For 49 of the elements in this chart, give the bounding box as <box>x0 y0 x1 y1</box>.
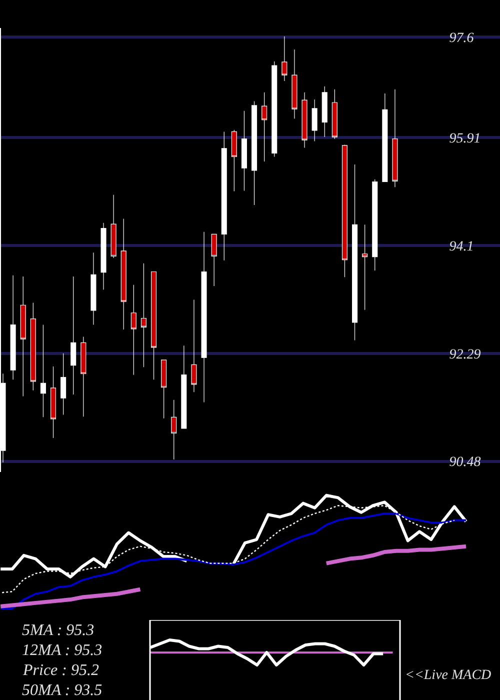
text: 50MA : 93.5 <box>22 682 102 699</box>
candlestick <box>201 232 207 403</box>
text: <<Live MACD <box>405 668 492 683</box>
candlestick <box>161 360 167 419</box>
candlestick <box>60 353 66 416</box>
y-tick-label: 95.91 <box>449 132 481 147</box>
candlestick <box>302 92 308 148</box>
candlestick <box>130 284 136 376</box>
candlestick <box>80 336 86 417</box>
candlestick <box>231 130 237 192</box>
candlestick <box>322 86 328 138</box>
candlestick <box>191 299 197 392</box>
candlestick <box>362 224 368 310</box>
candlestick <box>110 194 116 258</box>
candlestick <box>50 366 56 438</box>
candlestick <box>312 99 318 142</box>
candlestick <box>10 275 16 380</box>
candlestick <box>292 49 298 119</box>
candlestick <box>241 110 247 191</box>
candlestick <box>40 324 46 418</box>
candlestick <box>100 222 106 290</box>
candlestick <box>151 271 157 380</box>
y-tick-label: 92.29 <box>449 347 481 362</box>
text: 5MA : 95.3 <box>22 622 94 639</box>
y-tick-label: 94.1 <box>449 239 474 254</box>
candlestick <box>392 89 398 188</box>
y-tick-label: 97.6 <box>449 30 474 46</box>
candlestick <box>20 276 26 397</box>
candlestick <box>211 234 217 286</box>
candlestick <box>252 101 258 206</box>
candlestick <box>30 302 36 391</box>
candlestick <box>262 92 268 162</box>
y-tick-label: 90.48 <box>449 455 481 470</box>
text: Price : 95.2 <box>22 662 99 679</box>
text: 12MA : 95.3 <box>22 642 102 659</box>
candlestick <box>90 252 96 326</box>
candlestick <box>352 164 358 341</box>
candlestick <box>221 131 227 261</box>
candlestick <box>171 400 177 460</box>
candlestick <box>70 276 76 395</box>
candlestick <box>272 61 278 158</box>
candlestick <box>382 93 388 182</box>
candlestick <box>181 345 187 429</box>
candlestick <box>342 144 348 278</box>
candlestick <box>140 263 146 368</box>
candlestick <box>332 89 338 140</box>
candlestick <box>282 36 288 82</box>
candlestick <box>120 218 126 330</box>
candlestick <box>372 179 378 271</box>
